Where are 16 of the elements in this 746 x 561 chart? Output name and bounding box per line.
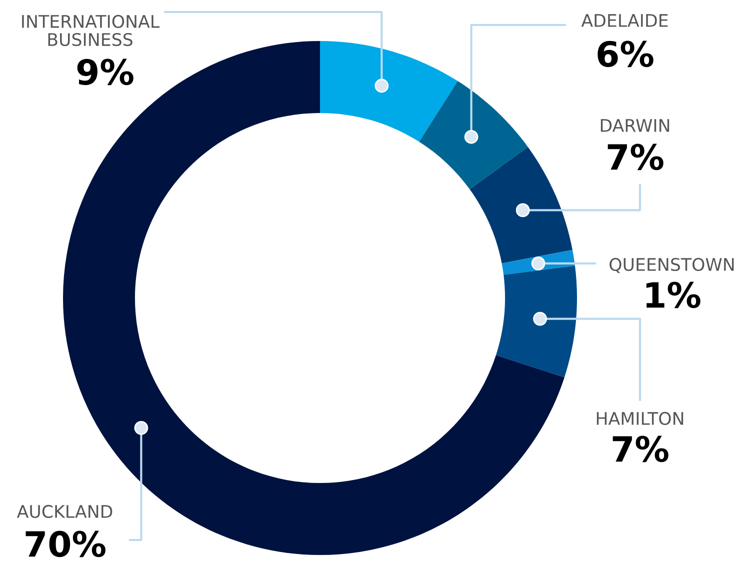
donut-slice bbox=[496, 266, 577, 378]
data-label: 6% bbox=[598, 40, 654, 68]
donut-slice bbox=[320, 41, 458, 142]
slice-label: AUCKLAND bbox=[16, 504, 112, 518]
donut-slice bbox=[470, 146, 572, 264]
data-label: 9% bbox=[77, 58, 134, 86]
data-label: 1% bbox=[646, 282, 700, 308]
data-label: 7% bbox=[608, 144, 664, 170]
slice-label: ADELAIDE bbox=[581, 14, 668, 27]
slice-label: HAMILTON bbox=[596, 412, 684, 426]
data-label: 7% bbox=[612, 436, 668, 462]
slice-label: DARWIN bbox=[600, 119, 670, 132]
slice-label: QUEENSTOWN bbox=[610, 258, 734, 274]
slice-label: INTERNATIONAL BUSINESS bbox=[22, 14, 160, 46]
donut-slice bbox=[419, 81, 528, 190]
data-label: 70% bbox=[26, 530, 106, 558]
